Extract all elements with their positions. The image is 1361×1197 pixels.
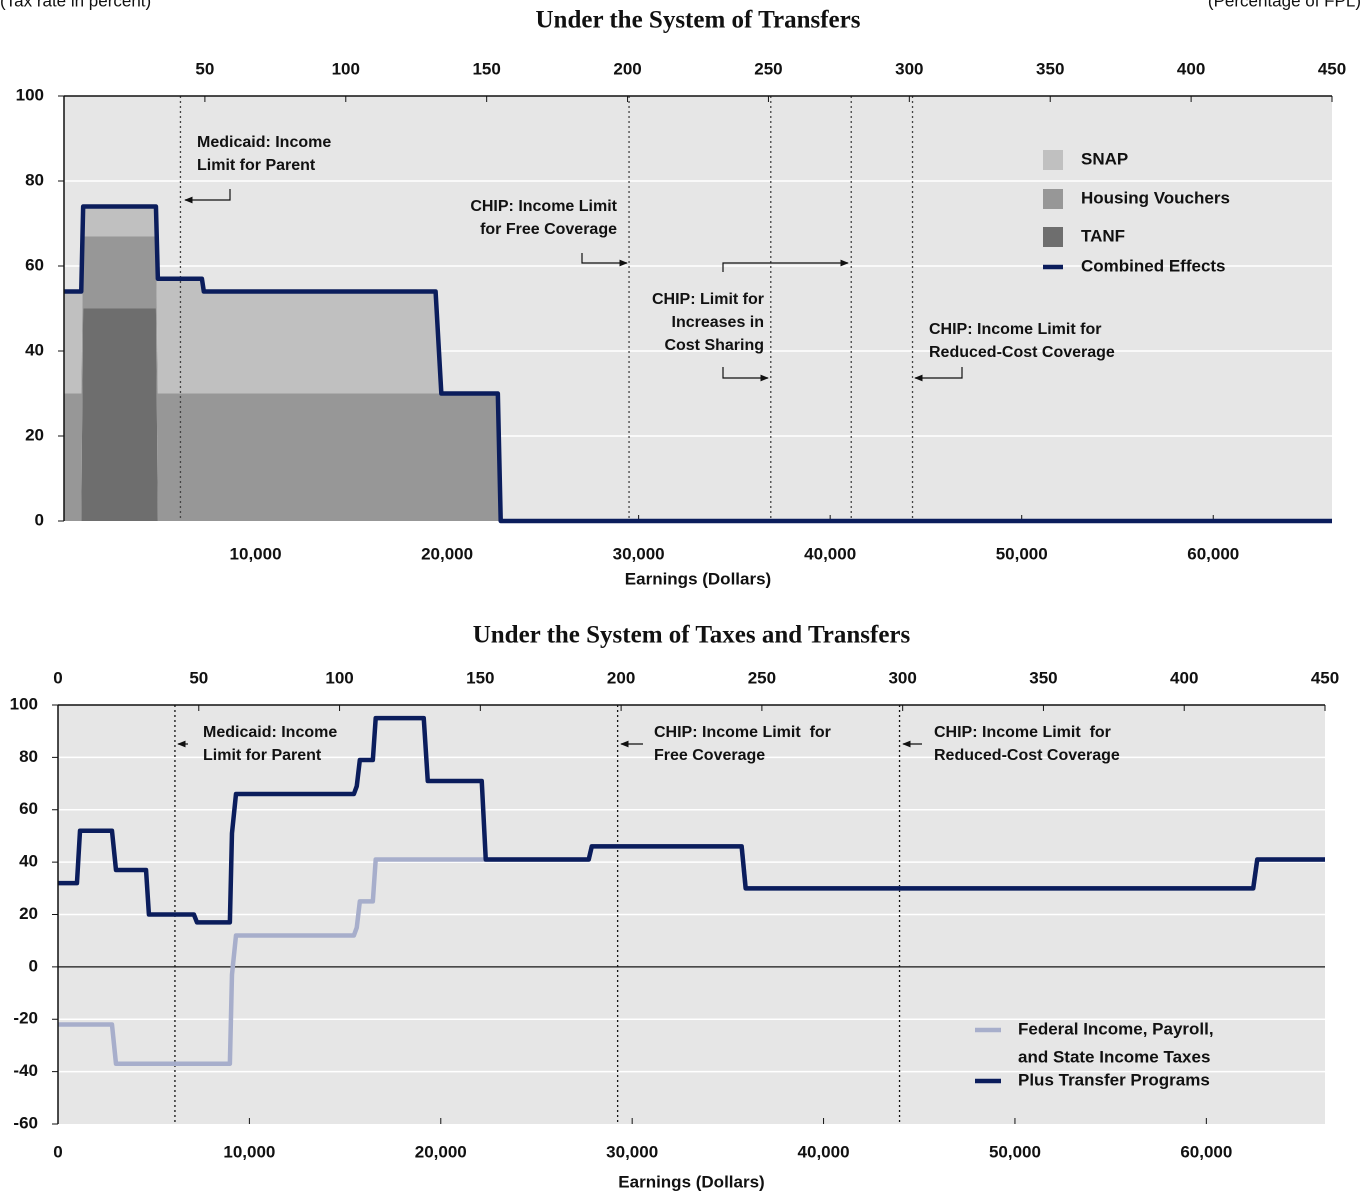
legend-label: TANF <box>1081 226 1125 245</box>
annotation: CHIP: Limit for <box>652 291 764 308</box>
area <box>64 206 1332 521</box>
x2-tick-label: 150 <box>472 59 500 78</box>
annotation: Free Coverage <box>654 747 765 764</box>
x2-tick-label: 50 <box>195 59 214 78</box>
x2-tick-label: 450 <box>1311 668 1339 687</box>
annotation: Limit for Parent <box>203 747 322 764</box>
x2-tick-label: 0 <box>53 668 62 687</box>
legend-label: Plus Transfer Programs <box>1018 1070 1210 1089</box>
annotation-arrow <box>581 253 628 267</box>
x-tick-label: 40,000 <box>798 1142 850 1161</box>
annotation: Increases in <box>672 314 765 331</box>
y-tick-label: 0 <box>35 510 44 529</box>
legend-swatch <box>1043 227 1063 247</box>
x-tick-label: 10,000 <box>223 1142 275 1161</box>
x-tick-label: 60,000 <box>1187 544 1239 563</box>
x-tick-label: 60,000 <box>1180 1142 1232 1161</box>
x2-tick-label: 200 <box>613 59 641 78</box>
annotation-arrow <box>184 189 231 204</box>
y-tick-label: 0 <box>29 956 38 975</box>
x-tick-label: 50,000 <box>996 544 1048 563</box>
annotation: CHIP: Income Limit for <box>654 724 831 741</box>
y-tick-label: -40 <box>13 1061 38 1080</box>
y-tick-label: 40 <box>25 340 44 359</box>
x2-tick-label: 50 <box>189 668 208 687</box>
area <box>64 236 1332 521</box>
x2-tick-label: 100 <box>332 59 360 78</box>
chart-title: Under the System of Taxes and Transfers <box>473 622 911 649</box>
annotation: CHIP: Income Limit for <box>934 724 1111 741</box>
y-tick-label: 100 <box>16 85 44 104</box>
x2-tick-label: 350 <box>1036 59 1064 78</box>
annotation-arrow <box>914 367 963 382</box>
annotation: Medicaid: Income <box>197 134 331 151</box>
series-line <box>64 204 1332 524</box>
y-tick-label: -20 <box>13 1009 38 1028</box>
left-header: (Tax rate in percent) <box>0 0 151 10</box>
y-tick-label: 80 <box>19 747 38 766</box>
y-tick-label: 100 <box>10 694 38 713</box>
annotation: CHIP: Income Limit for <box>929 321 1101 338</box>
x2-tick-label: 450 <box>1318 59 1346 78</box>
x-tick-label: 20,000 <box>415 1142 467 1161</box>
x2-tick-label: 250 <box>748 668 776 687</box>
annotation: for Free Coverage <box>480 221 617 238</box>
y-tick-label: 60 <box>19 799 38 818</box>
x2-tick-label: 300 <box>895 59 923 78</box>
legend-label: SNAP <box>1081 149 1128 168</box>
y-tick-label: 20 <box>25 425 44 444</box>
legend-swatch <box>1043 189 1063 209</box>
x2-tick-label: 150 <box>466 668 494 687</box>
y-tick-label: 20 <box>19 904 38 923</box>
annotation-arrow <box>722 367 769 382</box>
legend-label: Housing Vouchers <box>1081 188 1230 207</box>
annotation: CHIP: Income Limit <box>470 198 617 215</box>
y-tick-label: 40 <box>19 852 38 871</box>
annotation: Reduced-Cost Coverage <box>929 344 1115 361</box>
x-tick-label: 30,000 <box>606 1142 658 1161</box>
x-axis-label: Earnings (Dollars) <box>625 569 771 588</box>
legend-label: Federal Income, Payroll, <box>1018 1019 1214 1038</box>
legend-swatch <box>1043 150 1063 170</box>
annotation: Medicaid: Income <box>203 724 337 741</box>
x2-tick-label: 350 <box>1029 668 1057 687</box>
y-tick-label: 60 <box>25 255 44 274</box>
x-tick-label: 0 <box>53 1142 62 1161</box>
chart-title: Under the System of Transfers <box>536 7 861 34</box>
x2-tick-label: 400 <box>1177 59 1205 78</box>
right-header: (Percentage of FPL) <box>1208 0 1361 10</box>
x-tick-label: 10,000 <box>230 544 282 563</box>
series-line <box>58 715 1325 925</box>
annotation: Cost Sharing <box>664 337 764 354</box>
x2-tick-label: 400 <box>1170 668 1198 687</box>
x2-tick-label: 200 <box>607 668 635 687</box>
x-axis-label: Earnings (Dollars) <box>618 1172 764 1191</box>
x-tick-label: 40,000 <box>804 544 856 563</box>
x-tick-label: 50,000 <box>989 1142 1041 1161</box>
x2-tick-label: 250 <box>754 59 782 78</box>
x2-tick-label: 300 <box>888 668 916 687</box>
annotation: Limit for Parent <box>197 157 316 174</box>
y-tick-label: 80 <box>25 170 44 189</box>
annotation-arrow <box>722 259 849 272</box>
legend-label: Combined Effects <box>1081 256 1226 275</box>
x2-tick-label: 100 <box>325 668 353 687</box>
legend-label: and State Income Taxes <box>1018 1047 1210 1066</box>
y-tick-label: -60 <box>13 1113 38 1132</box>
annotation: Reduced-Cost Coverage <box>934 747 1120 764</box>
x-tick-label: 30,000 <box>613 544 665 563</box>
x-tick-label: 20,000 <box>421 544 473 563</box>
